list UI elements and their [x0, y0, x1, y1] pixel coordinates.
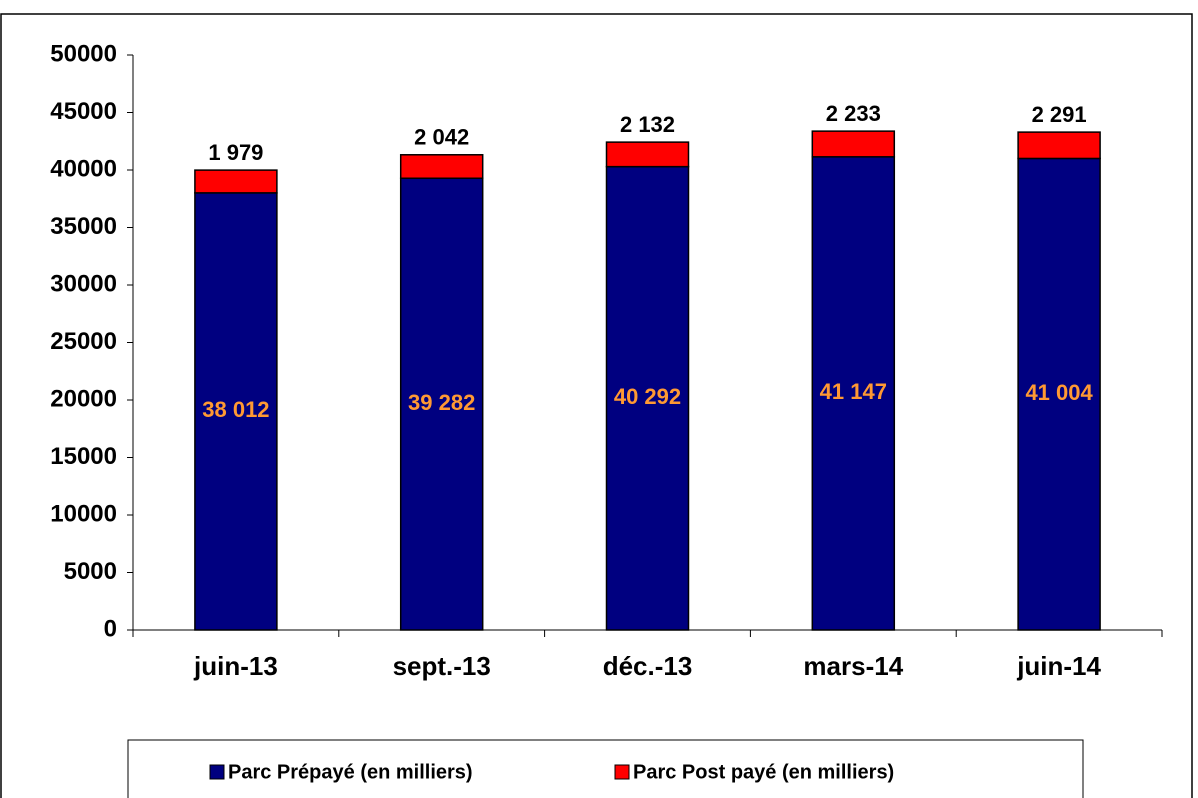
x-tick-label: déc.-13 [603, 651, 693, 681]
y-tick-label: 0 [104, 615, 117, 642]
y-tick-label: 10000 [50, 500, 117, 527]
y-tick-label: 45000 [50, 98, 117, 125]
legend-swatch [209, 764, 225, 780]
data-label: 2 291 [1032, 102, 1087, 127]
data-label: 2 042 [414, 125, 469, 150]
y-tick-label: 25000 [50, 328, 117, 355]
bar-segment [811, 156, 896, 631]
data-label: 38 012 [202, 397, 269, 422]
y-tick-label: 40000 [50, 155, 117, 182]
y-tick-label: 30000 [50, 270, 117, 297]
x-tick-label: sept.-13 [393, 651, 491, 681]
y-tick-label: 50000 [50, 40, 117, 67]
legend-label: Parc Prépayé (en milliers) [228, 761, 473, 783]
data-label: 2 132 [620, 112, 675, 137]
legend-box [127, 739, 1084, 798]
legend-swatch [614, 764, 630, 780]
data-label: 41 147 [820, 379, 887, 404]
data-label: 41 004 [1025, 380, 1093, 405]
bar-segment [1017, 131, 1101, 160]
chart-frame [0, 13, 1193, 798]
bar-segment [811, 130, 896, 158]
y-tick-label: 35000 [50, 213, 117, 240]
y-tick-label: 15000 [50, 443, 117, 470]
data-label: 1 979 [208, 140, 263, 165]
data-label: 39 282 [408, 390, 475, 415]
bar-segment [1017, 157, 1101, 631]
y-tick-label: 20000 [50, 385, 117, 412]
bar-segment [399, 177, 484, 631]
x-tick-label: mars-14 [803, 651, 903, 681]
bar-segment [194, 169, 278, 194]
x-tick-label: juin-14 [1016, 651, 1101, 681]
y-tick-label: 5000 [64, 558, 117, 585]
data-label: 40 292 [614, 384, 681, 409]
bar-segment [399, 154, 484, 180]
bar-segment [194, 192, 278, 631]
data-label: 2 233 [826, 101, 881, 126]
legend-label: Parc Post payé (en milliers) [633, 761, 894, 783]
bar-segment [605, 165, 690, 631]
bar-segment [605, 141, 690, 168]
x-tick-label: juin-13 [193, 651, 278, 681]
